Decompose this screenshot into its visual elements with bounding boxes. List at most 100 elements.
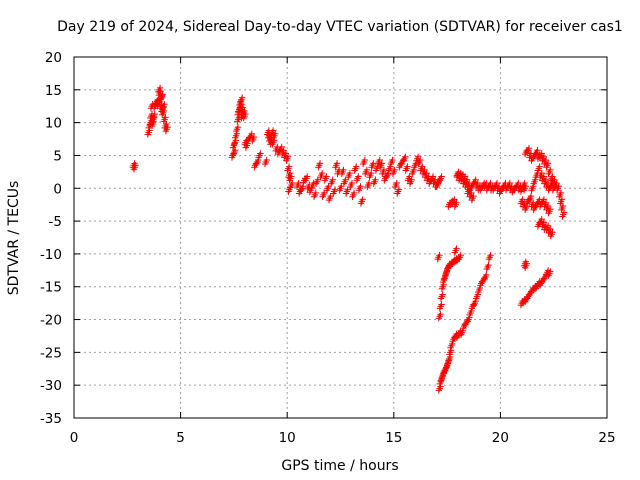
data-point xyxy=(263,156,270,164)
data-point xyxy=(446,351,453,358)
data-point xyxy=(538,215,545,223)
x-tick-label: 25 xyxy=(598,430,615,446)
data-point xyxy=(387,160,395,168)
data-point xyxy=(338,170,345,178)
data-point xyxy=(449,200,456,207)
y-tick-label: 15 xyxy=(45,83,62,99)
data-point xyxy=(545,170,552,178)
data-point xyxy=(246,134,254,141)
data-point xyxy=(527,192,535,200)
data-point xyxy=(474,179,482,187)
data-point xyxy=(310,193,318,201)
data-point xyxy=(417,156,424,164)
data-point xyxy=(162,114,169,121)
data-point xyxy=(536,219,544,227)
data-point xyxy=(269,141,276,148)
data-point xyxy=(485,183,493,191)
data-point xyxy=(381,177,388,184)
data-point xyxy=(404,177,412,184)
chart-title: Day 219 of 2024, Sidereal Day-to-day VTE… xyxy=(57,19,623,35)
data-point xyxy=(285,188,292,195)
data-point xyxy=(439,370,447,378)
data-point xyxy=(520,187,528,194)
data-point xyxy=(157,95,165,102)
data-point xyxy=(359,160,367,168)
data-point xyxy=(240,114,247,122)
data-point xyxy=(419,163,426,170)
data-point xyxy=(464,190,471,197)
data-point xyxy=(524,295,531,302)
data-point xyxy=(417,167,424,174)
data-point xyxy=(234,124,242,131)
data-point xyxy=(549,179,556,187)
data-point xyxy=(157,87,164,95)
data-point xyxy=(437,311,444,318)
y-tick-label: -20 xyxy=(40,313,62,329)
data-point xyxy=(517,188,525,195)
data-point xyxy=(385,167,392,174)
data-point xyxy=(542,176,550,183)
data-point xyxy=(342,190,350,197)
data-point xyxy=(538,169,545,177)
data-point xyxy=(242,110,249,118)
data-point xyxy=(481,275,488,283)
data-point xyxy=(285,163,293,170)
y-tick-label: -5 xyxy=(49,214,62,230)
data-point xyxy=(312,189,319,197)
data-point xyxy=(470,192,477,200)
data-point xyxy=(251,164,258,171)
data-point xyxy=(536,163,543,170)
data-point xyxy=(435,315,442,322)
data-point xyxy=(449,338,456,345)
data-point xyxy=(389,170,397,178)
data-point xyxy=(493,179,501,187)
data-point xyxy=(234,118,241,125)
x-axis-label: GPS time / hours xyxy=(281,458,398,474)
data-point xyxy=(357,183,364,190)
data-point xyxy=(351,167,358,174)
data-point xyxy=(534,167,542,174)
data-point xyxy=(284,153,292,160)
data-point xyxy=(466,311,473,319)
data-point xyxy=(443,364,450,371)
data-point xyxy=(408,176,415,183)
data-point xyxy=(542,156,550,164)
data-point xyxy=(257,150,264,157)
data-point xyxy=(462,183,469,191)
data-point xyxy=(549,229,556,236)
data-point xyxy=(361,156,369,164)
data-point xyxy=(551,176,558,183)
data-point xyxy=(383,173,390,181)
data-point xyxy=(233,127,240,135)
data-point xyxy=(318,169,326,177)
data-point xyxy=(363,166,371,174)
data-point xyxy=(522,183,529,190)
data-point xyxy=(408,170,416,178)
data-point xyxy=(472,295,480,302)
data-point xyxy=(438,285,446,292)
data-point xyxy=(319,193,326,201)
data-point xyxy=(557,189,565,197)
data-point xyxy=(280,147,287,154)
data-point xyxy=(460,180,467,187)
data-point xyxy=(468,305,476,312)
data-point xyxy=(541,160,548,168)
data-point xyxy=(391,166,398,174)
data-point xyxy=(534,147,541,154)
data-point xyxy=(545,210,552,217)
data-point xyxy=(315,164,322,171)
data-point xyxy=(242,144,250,151)
data-point xyxy=(372,167,380,174)
data-point xyxy=(372,176,379,183)
data-point xyxy=(402,153,409,160)
data-point xyxy=(379,170,386,178)
data-point xyxy=(463,179,471,187)
data-point xyxy=(540,196,548,203)
data-point xyxy=(419,170,426,178)
data-point xyxy=(164,124,171,131)
data-point xyxy=(437,295,445,302)
data-point xyxy=(444,265,451,273)
data-point xyxy=(304,173,311,180)
data-point xyxy=(308,183,316,191)
